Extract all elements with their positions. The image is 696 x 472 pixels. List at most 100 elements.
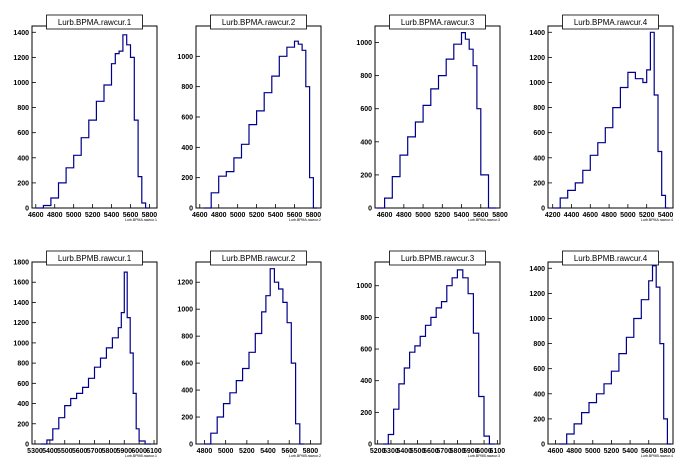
x-tick-label: 5200 [85,212,101,219]
y-tick-label: 0 [368,206,372,213]
x-axis-label: Lurb.BPMA.rawcur.4 [641,218,673,222]
y-tick-label: 400 [181,388,193,395]
y-tick-label: 1200 [529,291,545,298]
x-axis-label: Lurb.BPMB.rawcur.2 [289,454,321,458]
x-tick-label: 5000 [585,448,601,455]
x-tick-label: 5600 [72,448,88,455]
x-tick-label: 5200 [239,448,255,455]
x-tick-label: 5400 [260,448,276,455]
y-tick-label: 0 [368,442,372,449]
x-tick-label: 6100 [146,448,162,455]
y-tick-label: 800 [360,73,372,80]
title-box [210,250,307,266]
chart-panel-4: Lurb.BPMA.rawcur.4 0 200 400 600 800 1000 1200 1… [529,14,674,222]
x-axis-label: Lurb.BPMA.rawcur.2 [289,218,321,222]
y-tick-label: 200 [360,410,372,417]
x-tick-label: 5800 [303,448,319,455]
x-tick-label: 5400 [658,212,674,219]
x-tick-label: 4600 [583,212,599,219]
y-tick-label: 200 [17,180,29,187]
x-tick-label: 4600 [377,212,393,219]
y-tick-label: 1000 [13,340,29,347]
y-tick-label: 1000 [177,307,193,314]
title-box [210,14,307,30]
chart-panel-6: Lurb.BPMB.rawcur.2 0 200 400 600 800 1000 1200 4… [177,250,322,458]
title-box [46,250,143,266]
y-tick-label: 200 [181,415,193,422]
x-tick-label: 5000 [66,212,82,219]
chart-panel-3: Lurb.BPMA.rawcur.3 0 200 400 600 800 1000 4600 4… [356,14,508,222]
x-tick-label: 5800 [102,448,118,455]
histogram-series [203,40,318,209]
y-tick-label: 200 [533,416,545,423]
x-tick-label: 5600 [123,212,139,219]
y-tick-label: 1000 [356,40,372,47]
title-box [389,250,486,266]
y-tick-label: 400 [360,378,372,385]
y-tick-label: 800 [17,105,29,112]
chart-title: Lurb.BPMB.rawcur.3 [401,254,475,263]
chart-title: Lurb.BPMA.rawcur.3 [401,18,475,27]
y-tick-label: 600 [181,115,193,122]
x-tick-label: 4800 [211,212,227,219]
y-tick-label: 1200 [13,320,29,327]
x-axis-label: Lurb.BPMB.rawcur.3 [468,454,500,458]
x-tick-label: 5300 [383,448,399,455]
chart-panel-1: Lurb.BPMA.rawcur.1 0 200 400 600 800 1000 1200 1… [13,14,158,222]
y-tick-label: 1000 [529,316,545,323]
plot-frame [31,261,158,445]
x-tick-label: 5400 [622,448,638,455]
x-tick-label: 5200 [604,448,620,455]
y-tick-label: 0 [25,442,29,449]
chart-title: Lurb.BPMB.rawcur.2 [222,254,296,263]
y-tick-label: 600 [181,361,193,368]
x-tick-label: 4800 [47,212,63,219]
y-tick-label: 1800 [13,260,29,267]
x-tick-label: 5400 [396,448,412,455]
x-tick-label: 5000 [620,212,636,219]
x-tick-label: 4800 [197,448,213,455]
x-tick-label: 4800 [566,448,582,455]
histogram-series [383,269,495,445]
y-tick-label: 800 [181,334,193,341]
x-tick-label: 6000 [476,448,492,455]
x-tick-label: 5700 [87,448,103,455]
x-tick-label: 4800 [396,212,412,219]
y-tick-label: 0 [541,206,545,213]
y-tick-label: 400 [17,401,29,408]
chart-panel-2: Lurb.BPMA.rawcur.2 0 200 400 600 800 1000 4600 4… [177,14,322,222]
y-tick-label: 400 [181,145,193,152]
y-tick-label: 1000 [177,54,193,61]
y-tick-label: 400 [533,391,545,398]
title-box [562,14,659,30]
chart-title: Lurb.BPMB.rawcur.1 [58,254,132,263]
y-tick-label: 800 [533,105,545,112]
x-tick-label: 6100 [490,448,506,455]
histogram-series [40,271,151,445]
x-axis-label: Lurb.BPMB.rawcur.1 [125,454,157,458]
y-tick-label: 1400 [13,30,29,37]
y-tick-label: 200 [17,421,29,428]
x-tick-label: 5200 [370,448,386,455]
y-tick-label: 1200 [177,280,193,287]
x-axis-label: Lurb.BPMA.rawcur.1 [125,218,157,222]
x-tick-label: 5900 [116,448,132,455]
x-axis-label: Lurb.BPMA.rawcur.3 [468,218,500,222]
y-tick-label: 600 [360,106,372,113]
x-tick-label: 5900 [463,448,479,455]
y-tick-label: 1000 [529,80,545,87]
x-tick-label: 5200 [249,212,265,219]
y-tick-label: 600 [17,381,29,388]
y-tick-label: 600 [533,366,545,373]
y-tick-label: 1600 [13,280,29,287]
y-tick-label: 1400 [529,266,545,273]
y-tick-label: 800 [533,341,545,348]
chart-title: Lurb.BPMA.rawcur.1 [58,18,132,27]
x-tick-label: 4600 [28,212,44,219]
x-tick-label: 4600 [548,448,564,455]
chart-title: Lurb.BPMA.rawcur.2 [222,18,296,27]
x-tick-label: 5000 [415,212,431,219]
x-tick-label: 5300 [27,448,43,455]
y-tick-label: 1200 [13,55,29,62]
